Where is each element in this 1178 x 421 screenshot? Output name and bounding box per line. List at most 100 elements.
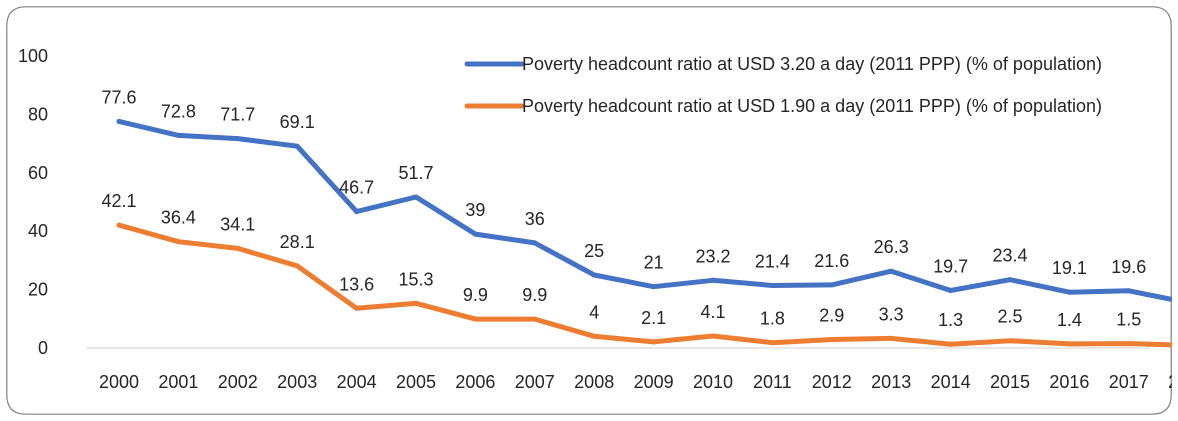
x-tick-label: 2002 bbox=[218, 372, 258, 392]
data-label: 28.1 bbox=[280, 232, 315, 252]
x-tick-label: 2016 bbox=[1049, 372, 1089, 392]
data-point bbox=[710, 277, 716, 283]
data-point bbox=[829, 337, 835, 343]
x-axis: 2000 2001 2002 2003 2004 2005 2006 2007 2008 2009… bbox=[86, 347, 1172, 392]
x-tick-label: 2010 bbox=[693, 372, 733, 392]
data-label: 19.7 bbox=[933, 256, 968, 276]
x-tick-label: 2017 bbox=[1109, 372, 1149, 392]
data-label: 36 bbox=[525, 209, 545, 229]
data-point bbox=[829, 282, 835, 288]
data-label: 77.6 bbox=[101, 87, 136, 107]
data-point bbox=[175, 239, 181, 245]
y-axis: 0 20 40 60 80 100 bbox=[18, 46, 48, 358]
data-point bbox=[413, 194, 419, 200]
data-point bbox=[1007, 277, 1013, 283]
x-tick-label: 2004 bbox=[337, 372, 377, 392]
data-label: 9.9 bbox=[463, 285, 488, 305]
data-label: 1.4 bbox=[1057, 310, 1082, 330]
data-point bbox=[1126, 288, 1132, 294]
x-tick-label: 2006 bbox=[455, 372, 495, 392]
data-point bbox=[1066, 289, 1072, 295]
data-point bbox=[888, 268, 894, 274]
data-label: 2.1 bbox=[641, 308, 666, 328]
x-tick-label: 2014 bbox=[931, 372, 971, 392]
data-label: 1.3 bbox=[938, 310, 963, 330]
data-label: 23.2 bbox=[695, 246, 730, 266]
data-point bbox=[769, 340, 775, 346]
y-tick-label: 80 bbox=[28, 104, 48, 124]
data-label: 42.1 bbox=[101, 191, 136, 211]
data-label: 2.5 bbox=[997, 307, 1022, 327]
x-tick-label: 2009 bbox=[634, 372, 674, 392]
data-point bbox=[354, 305, 360, 311]
data-label: 19.6 bbox=[1111, 257, 1146, 277]
data-point bbox=[116, 222, 122, 228]
data-label: 71.7 bbox=[220, 105, 255, 125]
data-label: 39 bbox=[465, 200, 485, 220]
data-point bbox=[294, 263, 300, 269]
data-point bbox=[116, 118, 122, 124]
y-tick-label: 0 bbox=[38, 338, 48, 358]
x-tick-label: 2003 bbox=[277, 372, 317, 392]
x-tick-label: 2013 bbox=[871, 372, 911, 392]
data-label: 21.6 bbox=[814, 251, 849, 271]
data-point bbox=[472, 231, 478, 237]
data-label: 72.8 bbox=[161, 101, 196, 121]
data-label: 23.4 bbox=[992, 246, 1027, 266]
data-point bbox=[1007, 338, 1013, 344]
x-tick-label: 2012 bbox=[812, 372, 852, 392]
data-label: 25 bbox=[584, 241, 604, 261]
data-point bbox=[413, 300, 419, 306]
legend: Poverty headcount ratio at USD 3.20 a da… bbox=[464, 54, 1102, 116]
data-label: 34.1 bbox=[220, 214, 255, 234]
x-tick-label: 2005 bbox=[396, 372, 436, 392]
data-label: 2.9 bbox=[819, 306, 844, 326]
data-label: 4.1 bbox=[700, 302, 725, 322]
data-label: 15.5 bbox=[1171, 269, 1172, 289]
data-point bbox=[888, 335, 894, 341]
x-tick-label: 2018 bbox=[1168, 372, 1172, 392]
data-label: 26.3 bbox=[874, 237, 909, 257]
data-point bbox=[948, 287, 954, 293]
y-tick-label: 40 bbox=[28, 221, 48, 241]
data-point bbox=[532, 316, 538, 322]
data-point bbox=[1126, 341, 1132, 347]
series-line-usd-3-20 bbox=[116, 118, 1172, 303]
data-point bbox=[532, 240, 538, 246]
data-label: 36.4 bbox=[161, 208, 196, 228]
data-point bbox=[294, 143, 300, 149]
data-point bbox=[651, 339, 657, 345]
data-point bbox=[651, 284, 657, 290]
data-point bbox=[769, 283, 775, 289]
data-label: 9.9 bbox=[522, 285, 547, 305]
x-tick-label: 2008 bbox=[574, 372, 614, 392]
data-point bbox=[235, 245, 241, 251]
y-tick-label: 100 bbox=[18, 46, 48, 66]
y-tick-label: 20 bbox=[28, 280, 48, 300]
plot-lines bbox=[116, 118, 1172, 348]
chart-border bbox=[6, 6, 1172, 415]
y-tick-label: 60 bbox=[28, 163, 48, 183]
x-tick-label: 2001 bbox=[158, 372, 198, 392]
data-label: 13.6 bbox=[339, 274, 374, 294]
legend-label: Poverty headcount ratio at USD 1.90 a da… bbox=[522, 96, 1102, 116]
data-label: 19.1 bbox=[1052, 258, 1087, 278]
data-label: 21 bbox=[644, 253, 664, 273]
data-point bbox=[1066, 341, 1072, 347]
data-label: 46.7 bbox=[339, 178, 374, 198]
x-tick-label: 2007 bbox=[515, 372, 555, 392]
x-tick-label: 2011 bbox=[753, 372, 792, 392]
data-label: 4 bbox=[589, 302, 599, 322]
data-label: 1.5 bbox=[1116, 310, 1141, 330]
data-label: 51.7 bbox=[398, 163, 433, 183]
data-label: 1.8 bbox=[760, 309, 785, 329]
data-label: 15.3 bbox=[398, 269, 433, 289]
data-point bbox=[591, 333, 597, 339]
data-point bbox=[235, 136, 241, 142]
data-point bbox=[710, 333, 716, 339]
data-point bbox=[354, 209, 360, 215]
x-tick-label: 2015 bbox=[990, 372, 1030, 392]
data-point bbox=[948, 341, 954, 347]
x-tick-label: 2000 bbox=[99, 372, 139, 392]
legend-label: Poverty headcount ratio at USD 3.20 a da… bbox=[522, 54, 1102, 74]
